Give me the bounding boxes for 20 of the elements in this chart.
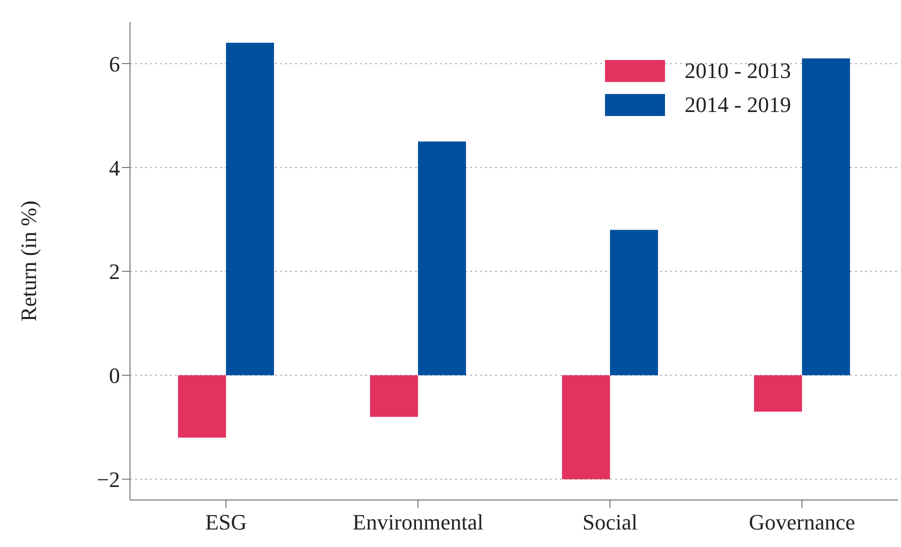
- y-tick-label: −2: [96, 467, 120, 492]
- x-tick-label: Social: [582, 510, 638, 535]
- legend-label: 2014 - 2019: [684, 92, 791, 118]
- x-tick-label: Governance: [748, 510, 856, 535]
- bar: [226, 42, 274, 376]
- x-tick-label: ESG: [205, 510, 247, 535]
- y-tick-label: 2: [109, 259, 120, 284]
- bar: [802, 58, 850, 376]
- bar: [370, 375, 418, 417]
- bar: [178, 375, 226, 438]
- bar: [754, 375, 802, 412]
- legend-label: 2010 - 2013: [684, 58, 791, 84]
- y-tick-label: 4: [109, 155, 120, 180]
- y-tick-label: 6: [109, 51, 120, 76]
- y-axis-title: Return (in %): [16, 200, 41, 322]
- y-tick-label: 0: [109, 363, 120, 388]
- bar: [562, 375, 610, 480]
- x-tick-label: Environmental: [352, 510, 484, 535]
- bar: [610, 230, 658, 376]
- bar: [418, 142, 466, 376]
